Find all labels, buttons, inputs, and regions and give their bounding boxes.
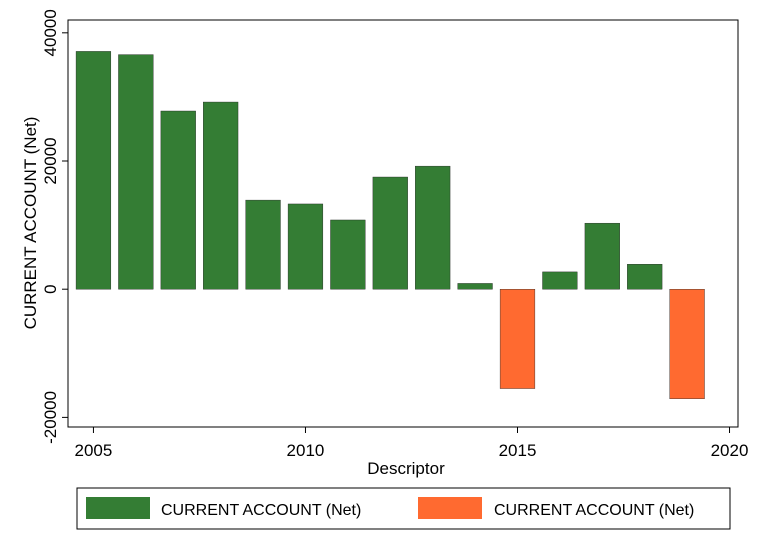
bar-2005: [75, 51, 112, 290]
bar-2008: [203, 101, 239, 290]
legend-label-series-2: CURRENT ACCOUNT (Net): [494, 502, 694, 519]
bar-2009: [245, 199, 281, 290]
x-tick-label: 2010: [287, 441, 325, 460]
bar-2018: [627, 264, 663, 290]
x-tick-label: 2020: [711, 441, 749, 460]
legend-label-series-1: CURRENT ACCOUNT (Net): [161, 502, 361, 519]
bar-2015: [499, 289, 536, 389]
y-tick-label: -20000: [41, 391, 60, 444]
x-tick-label: 2015: [499, 441, 537, 460]
bar-2019: [669, 289, 705, 400]
bar-2006: [118, 54, 154, 290]
x-ticks-group: 2005 2010 2015 2020: [75, 427, 749, 460]
bar-2013: [415, 165, 451, 290]
bar-2010: [287, 203, 324, 290]
y-tick-label: 20000: [41, 137, 60, 184]
bar-2012: [372, 176, 408, 290]
y-tick-label: 40000: [41, 9, 60, 56]
y-axis-label: CURRENT ACCOUNT (Net): [21, 117, 40, 330]
bars-group: [75, 51, 705, 400]
y-tick-label: 0: [41, 284, 60, 293]
legend-swatch-series-2: [418, 497, 482, 519]
legend-box: [76, 487, 731, 530]
bar-2007: [160, 110, 196, 290]
legend-swatch-series-1: [86, 497, 150, 519]
bar-2014: [457, 283, 493, 290]
bar-2017: [584, 222, 620, 290]
x-axis-label: Descriptor: [367, 459, 445, 478]
bar-2011: [330, 219, 366, 290]
y-ticks-group: -20000 0 20000 40000: [41, 9, 68, 444]
bar-2016: [542, 271, 578, 290]
x-tick-label: 2005: [75, 441, 113, 460]
